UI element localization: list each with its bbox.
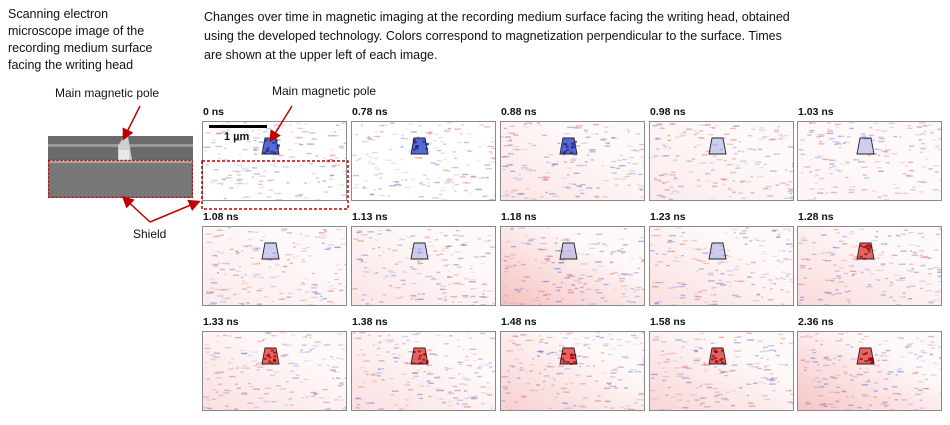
frame-time-label: 1.58 ns (650, 316, 686, 328)
shield-label: Shield (133, 227, 167, 241)
magnetic-image-frame (649, 226, 794, 306)
frame-time-label: 1.03 ns (798, 106, 834, 118)
frame-time-label: 0.98 ns (650, 106, 686, 118)
magnetic-image-frame (202, 226, 347, 306)
frame-time-label: 1.28 ns (798, 211, 834, 223)
magnetic-image-frame (202, 331, 347, 411)
magnetic-image-frame (797, 226, 942, 306)
magnetic-image-frame (649, 121, 794, 201)
frame-time-label: 1.33 ns (203, 316, 239, 328)
scale-bar (209, 125, 267, 128)
frame-time-label: 2.36 ns (798, 316, 834, 328)
magnetic-image-frame (797, 331, 942, 411)
figure-caption: Changes over time in magnetic imaging at… (204, 10, 790, 62)
frame-time-label: 0.78 ns (352, 106, 388, 118)
frame-time-label: 0 ns (203, 106, 225, 118)
scale-bar-label: 1 µm (224, 131, 250, 143)
sem-image (48, 122, 193, 198)
magnetic-image-frame (500, 121, 645, 201)
sem-caption: Scanning electron microscope image of th… (8, 7, 153, 72)
frame-time-label: 1.48 ns (501, 316, 537, 328)
magnetic-image-frame (351, 331, 496, 411)
main-pole-label-mid: Main magnetic pole (272, 84, 377, 98)
frame-time-label: 1.08 ns (203, 211, 239, 223)
magnetic-image-frame (797, 121, 942, 201)
magnetic-image-frame (351, 226, 496, 306)
frame-time-label: 0.88 ns (501, 106, 537, 118)
frame-time-label: 1.23 ns (650, 211, 686, 223)
magnetic-image-frame (649, 331, 794, 411)
magnetic-image-frame (500, 226, 645, 306)
magnetic-image-frame (351, 121, 496, 201)
magnetic-image-frame (500, 331, 645, 411)
frame-time-label: 1.38 ns (352, 316, 388, 328)
main-pole-label-left: Main magnetic pole (55, 86, 160, 100)
frame-time-label: 1.13 ns (352, 211, 388, 223)
frame-time-label: 1.18 ns (501, 211, 537, 223)
